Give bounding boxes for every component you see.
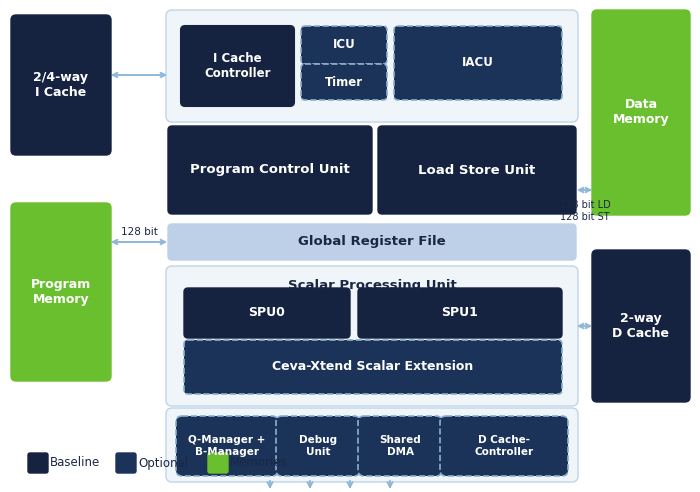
Text: Data
Memory: Data Memory [612,98,669,126]
FancyBboxPatch shape [28,453,48,473]
Text: 128 bit: 128 bit [120,227,158,237]
FancyBboxPatch shape [358,416,442,476]
FancyBboxPatch shape [301,64,387,100]
FancyBboxPatch shape [176,416,278,476]
Text: SPU0: SPU0 [248,307,286,319]
Text: 128 bit LD
128 bit ST: 128 bit LD 128 bit ST [559,200,610,221]
FancyBboxPatch shape [592,250,690,402]
Text: ICU: ICU [332,38,356,52]
Text: Memories: Memories [230,457,288,469]
FancyBboxPatch shape [276,416,360,476]
Text: Timer: Timer [325,75,363,89]
Text: Load Store Unit: Load Store Unit [419,163,536,177]
Text: 2-way
D Cache: 2-way D Cache [612,312,669,340]
Text: SPU1: SPU1 [442,307,478,319]
FancyBboxPatch shape [116,453,136,473]
FancyBboxPatch shape [378,126,576,214]
FancyBboxPatch shape [166,266,578,406]
FancyBboxPatch shape [184,340,562,394]
FancyBboxPatch shape [168,126,372,214]
Text: Ceva-Xtend Scalar Extension: Ceva-Xtend Scalar Extension [272,361,474,373]
Text: Q-Manager +
B-Manager: Q-Manager + B-Manager [188,435,266,457]
FancyBboxPatch shape [301,26,387,64]
FancyBboxPatch shape [358,288,562,338]
Text: Program Control Unit: Program Control Unit [190,163,350,177]
Text: 2/4-way
I Cache: 2/4-way I Cache [34,71,88,99]
FancyBboxPatch shape [184,288,350,338]
FancyBboxPatch shape [166,10,578,122]
FancyBboxPatch shape [168,224,576,260]
Text: Program
Memory: Program Memory [31,278,91,306]
FancyBboxPatch shape [440,416,568,476]
FancyBboxPatch shape [11,15,111,155]
FancyBboxPatch shape [11,203,111,381]
FancyBboxPatch shape [208,453,228,473]
Text: Scalar Processing Unit: Scalar Processing Unit [288,279,456,293]
Text: Debug
Unit: Debug Unit [299,435,337,457]
FancyBboxPatch shape [166,408,578,482]
Text: Optional: Optional [138,457,188,469]
Text: I Cache
Controller: I Cache Controller [204,52,271,80]
FancyBboxPatch shape [394,26,562,100]
FancyBboxPatch shape [181,26,294,106]
Text: D Cache-
Controller: D Cache- Controller [475,435,533,457]
FancyBboxPatch shape [592,10,690,215]
Text: IACU: IACU [462,57,494,69]
Text: Baseline: Baseline [50,457,100,469]
Text: Global Register File: Global Register File [298,236,446,248]
Text: Shared
DMA: Shared DMA [379,435,421,457]
